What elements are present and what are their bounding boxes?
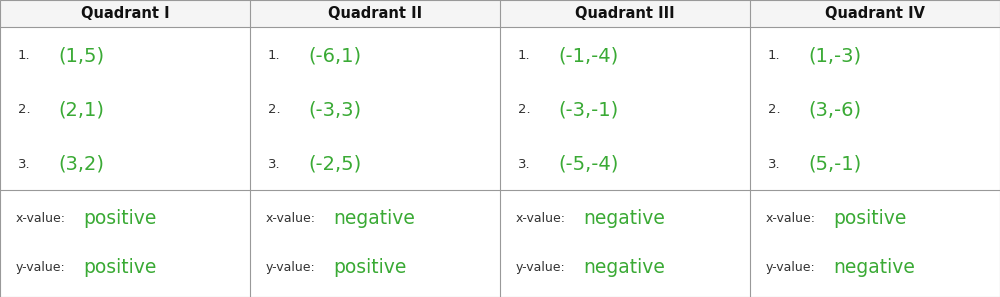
Text: x-value:: x-value: — [266, 212, 316, 225]
Text: 1.: 1. — [268, 49, 281, 62]
Text: (-6,1): (-6,1) — [308, 46, 361, 65]
Text: x-value:: x-value: — [766, 212, 816, 225]
Text: negative: negative — [583, 257, 665, 277]
Text: y-value:: y-value: — [266, 260, 316, 274]
Text: (1,5): (1,5) — [58, 46, 104, 65]
Text: (3,-6): (3,-6) — [808, 100, 861, 119]
Text: 1.: 1. — [518, 49, 531, 62]
Bar — [500, 27, 750, 297]
Text: 3.: 3. — [768, 157, 781, 170]
Text: 2.: 2. — [268, 103, 281, 116]
Text: negative: negative — [833, 257, 915, 277]
Text: (1,-3): (1,-3) — [808, 46, 861, 65]
Text: 3.: 3. — [518, 157, 531, 170]
Text: (2,1): (2,1) — [58, 100, 104, 119]
Text: negative: negative — [333, 209, 415, 228]
Bar — [250, 27, 500, 297]
Text: y-value:: y-value: — [766, 260, 816, 274]
Text: 2.: 2. — [518, 103, 531, 116]
Text: negative: negative — [583, 209, 665, 228]
Text: 3.: 3. — [268, 157, 281, 170]
Bar — [750, 0, 1000, 27]
Text: positive: positive — [833, 209, 906, 228]
Bar — [750, 27, 1000, 297]
Text: x-value:: x-value: — [516, 212, 566, 225]
Text: x-value:: x-value: — [16, 212, 66, 225]
Text: (-5,-4): (-5,-4) — [558, 154, 618, 173]
Text: positive: positive — [83, 257, 156, 277]
Text: Quadrant II: Quadrant II — [328, 6, 422, 21]
Text: 1.: 1. — [18, 49, 31, 62]
Text: 2.: 2. — [768, 103, 781, 116]
Text: positive: positive — [83, 209, 156, 228]
Text: Quadrant IV: Quadrant IV — [825, 6, 925, 21]
Text: (-2,5): (-2,5) — [308, 154, 361, 173]
Bar — [250, 0, 500, 27]
Bar — [0, 0, 250, 27]
Text: Quadrant III: Quadrant III — [575, 6, 675, 21]
Text: Quadrant I: Quadrant I — [81, 6, 169, 21]
Text: 1.: 1. — [768, 49, 781, 62]
Text: y-value:: y-value: — [516, 260, 566, 274]
Text: 2.: 2. — [18, 103, 31, 116]
Bar — [0, 27, 250, 297]
Text: positive: positive — [333, 257, 406, 277]
Text: (-3,3): (-3,3) — [308, 100, 361, 119]
Bar — [500, 0, 750, 27]
Text: (5,-1): (5,-1) — [808, 154, 861, 173]
Text: (3,2): (3,2) — [58, 154, 104, 173]
Text: y-value:: y-value: — [16, 260, 66, 274]
Text: (-1,-4): (-1,-4) — [558, 46, 618, 65]
Text: (-3,-1): (-3,-1) — [558, 100, 618, 119]
Text: 3.: 3. — [18, 157, 31, 170]
